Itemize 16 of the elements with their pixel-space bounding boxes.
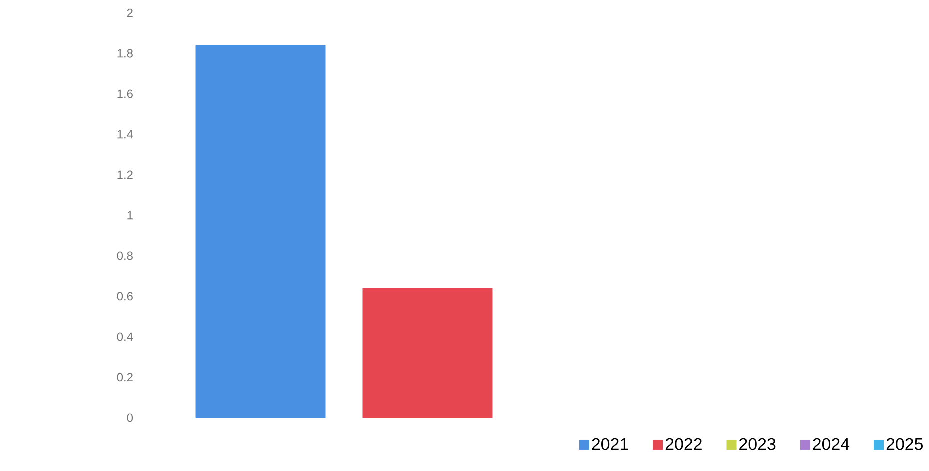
legend-label: 2024: [813, 438, 850, 450]
legend-label: 2021: [592, 438, 628, 450]
legend-label: 2023: [740, 438, 776, 450]
y-tick-label: 0: [127, 414, 134, 422]
y-tick-label: 0.2: [117, 373, 133, 382]
y-tick-label: 1: [128, 211, 133, 220]
y-tick-label: 1.2: [118, 170, 133, 180]
legend-label: 2022: [666, 438, 702, 450]
y-tick-label: 0.8: [117, 252, 133, 260]
y-tick-label: 1.6: [118, 90, 133, 98]
y-tick-label: 2: [127, 8, 133, 18]
y-tick-label: 1.8: [118, 49, 133, 58]
y-tick-label: 0.6: [117, 292, 133, 301]
y-tick-label: 1.4: [118, 130, 134, 139]
legend-label: 2025: [886, 438, 923, 450]
y-tick-label: 0.4: [117, 332, 134, 342]
